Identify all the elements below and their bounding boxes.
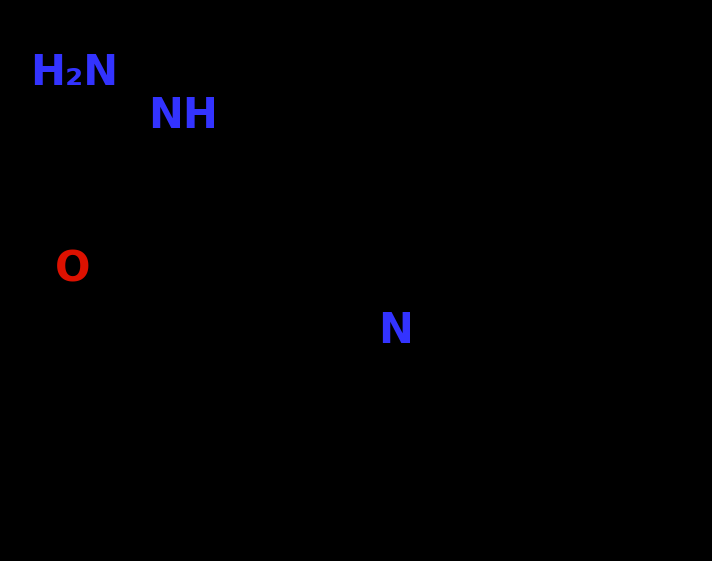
Text: NH: NH — [148, 95, 218, 137]
Text: N: N — [378, 310, 413, 352]
Text: O: O — [55, 248, 90, 290]
Text: H₂N: H₂N — [30, 52, 118, 94]
